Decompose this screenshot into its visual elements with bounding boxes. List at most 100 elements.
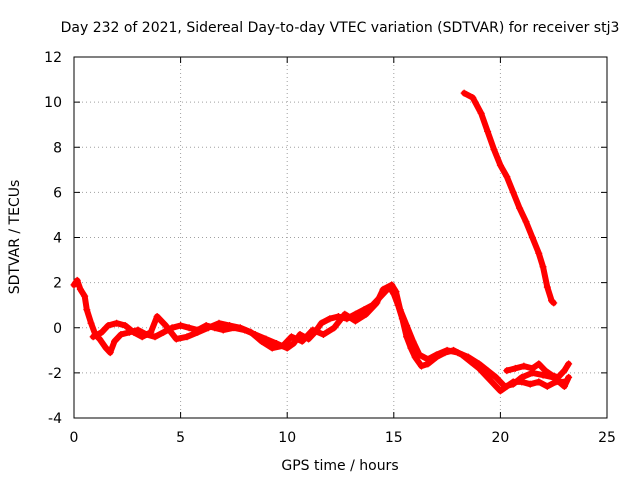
data-point [528,234,536,241]
x-tick-label: 25 [598,430,616,446]
data-points [70,89,573,395]
y-tick-label: 2 [53,276,62,292]
data-point [341,310,349,318]
data-point [330,324,338,332]
data-point [518,373,526,381]
data-point [87,319,95,327]
data-point [492,373,500,381]
data-point [362,310,370,318]
data-point [484,367,492,375]
x-tick-label: 20 [491,430,509,446]
data-point [70,281,78,289]
data-point [153,312,161,320]
data-point [418,362,426,370]
data-point [516,204,524,212]
data-point [215,319,223,327]
data-point [279,342,287,350]
y-tick-label: 4 [53,231,62,247]
data-point [204,324,212,332]
data-point [219,326,227,334]
data-point [543,283,551,291]
series-track-late [503,360,573,381]
axes: 0 5 10 15 20 25 -4 -2 0 2 4 6 8 10 12 [44,50,616,446]
data-point [326,315,334,323]
data-point [550,299,558,307]
data-point [560,382,568,390]
data-point [138,333,146,341]
series-track-high [460,89,558,307]
data-point [247,328,255,336]
data-point [113,319,121,327]
data-point [409,337,417,345]
data-point [403,321,411,329]
data-point [477,109,485,117]
series-trace [90,281,572,390]
data-point [147,328,155,336]
data-point [539,371,547,379]
data-point [379,285,387,293]
data-point [484,373,492,381]
data-point [484,127,492,135]
data-point [319,331,327,339]
data-point [490,146,498,154]
data-point [290,340,298,348]
data-point [535,249,543,257]
data-point [469,94,477,102]
data-point [162,321,170,329]
data-point [106,349,114,357]
y-axis-label: SDTVAR / TECUs [7,180,23,295]
data-point [565,360,573,368]
data-point [160,328,168,336]
data-point [98,328,106,336]
data-point [565,373,573,381]
data-point [535,360,543,368]
data-point [177,321,185,329]
data-point [121,321,129,329]
data-point [104,321,112,329]
data-point [424,355,432,363]
series-track-low-2 [89,281,573,390]
data-point [392,288,400,296]
data-point [535,378,543,386]
data-point [526,380,534,388]
data-point [73,276,81,284]
data-point [151,333,159,341]
data-point [287,333,295,341]
data-point [432,351,440,359]
series-trace [461,90,557,306]
data-point [309,326,317,334]
y-tick-label: 8 [53,140,62,156]
data-point [464,353,472,361]
data-point [492,382,500,390]
data-point [496,387,504,395]
data-point [396,306,404,314]
data-point [298,337,306,345]
data-point [373,299,381,307]
chart-title: Day 232 of 2021, Sidereal Day-to-day VTE… [61,20,620,36]
data-point [520,362,528,370]
data-point [528,364,536,372]
data-point [194,328,202,336]
data-point [443,346,451,354]
data-point [351,317,359,325]
data-point [226,321,234,329]
y-tick-label: 6 [53,185,62,201]
data-point [560,367,568,375]
data-point [236,324,244,332]
x-axis-label: GPS time / hours [281,458,398,474]
data-point [543,382,551,390]
data-point [111,337,119,345]
data-point [503,367,511,375]
grid-lines [74,57,607,418]
data-point [172,335,180,343]
data-point [539,263,547,271]
data-point [185,324,193,332]
y-tick-label: -2 [48,366,62,382]
data-point [130,328,138,336]
data-point [503,173,511,181]
data-point [183,333,191,341]
series-trace [503,360,572,381]
data-point [460,89,468,97]
data-point [522,218,530,226]
